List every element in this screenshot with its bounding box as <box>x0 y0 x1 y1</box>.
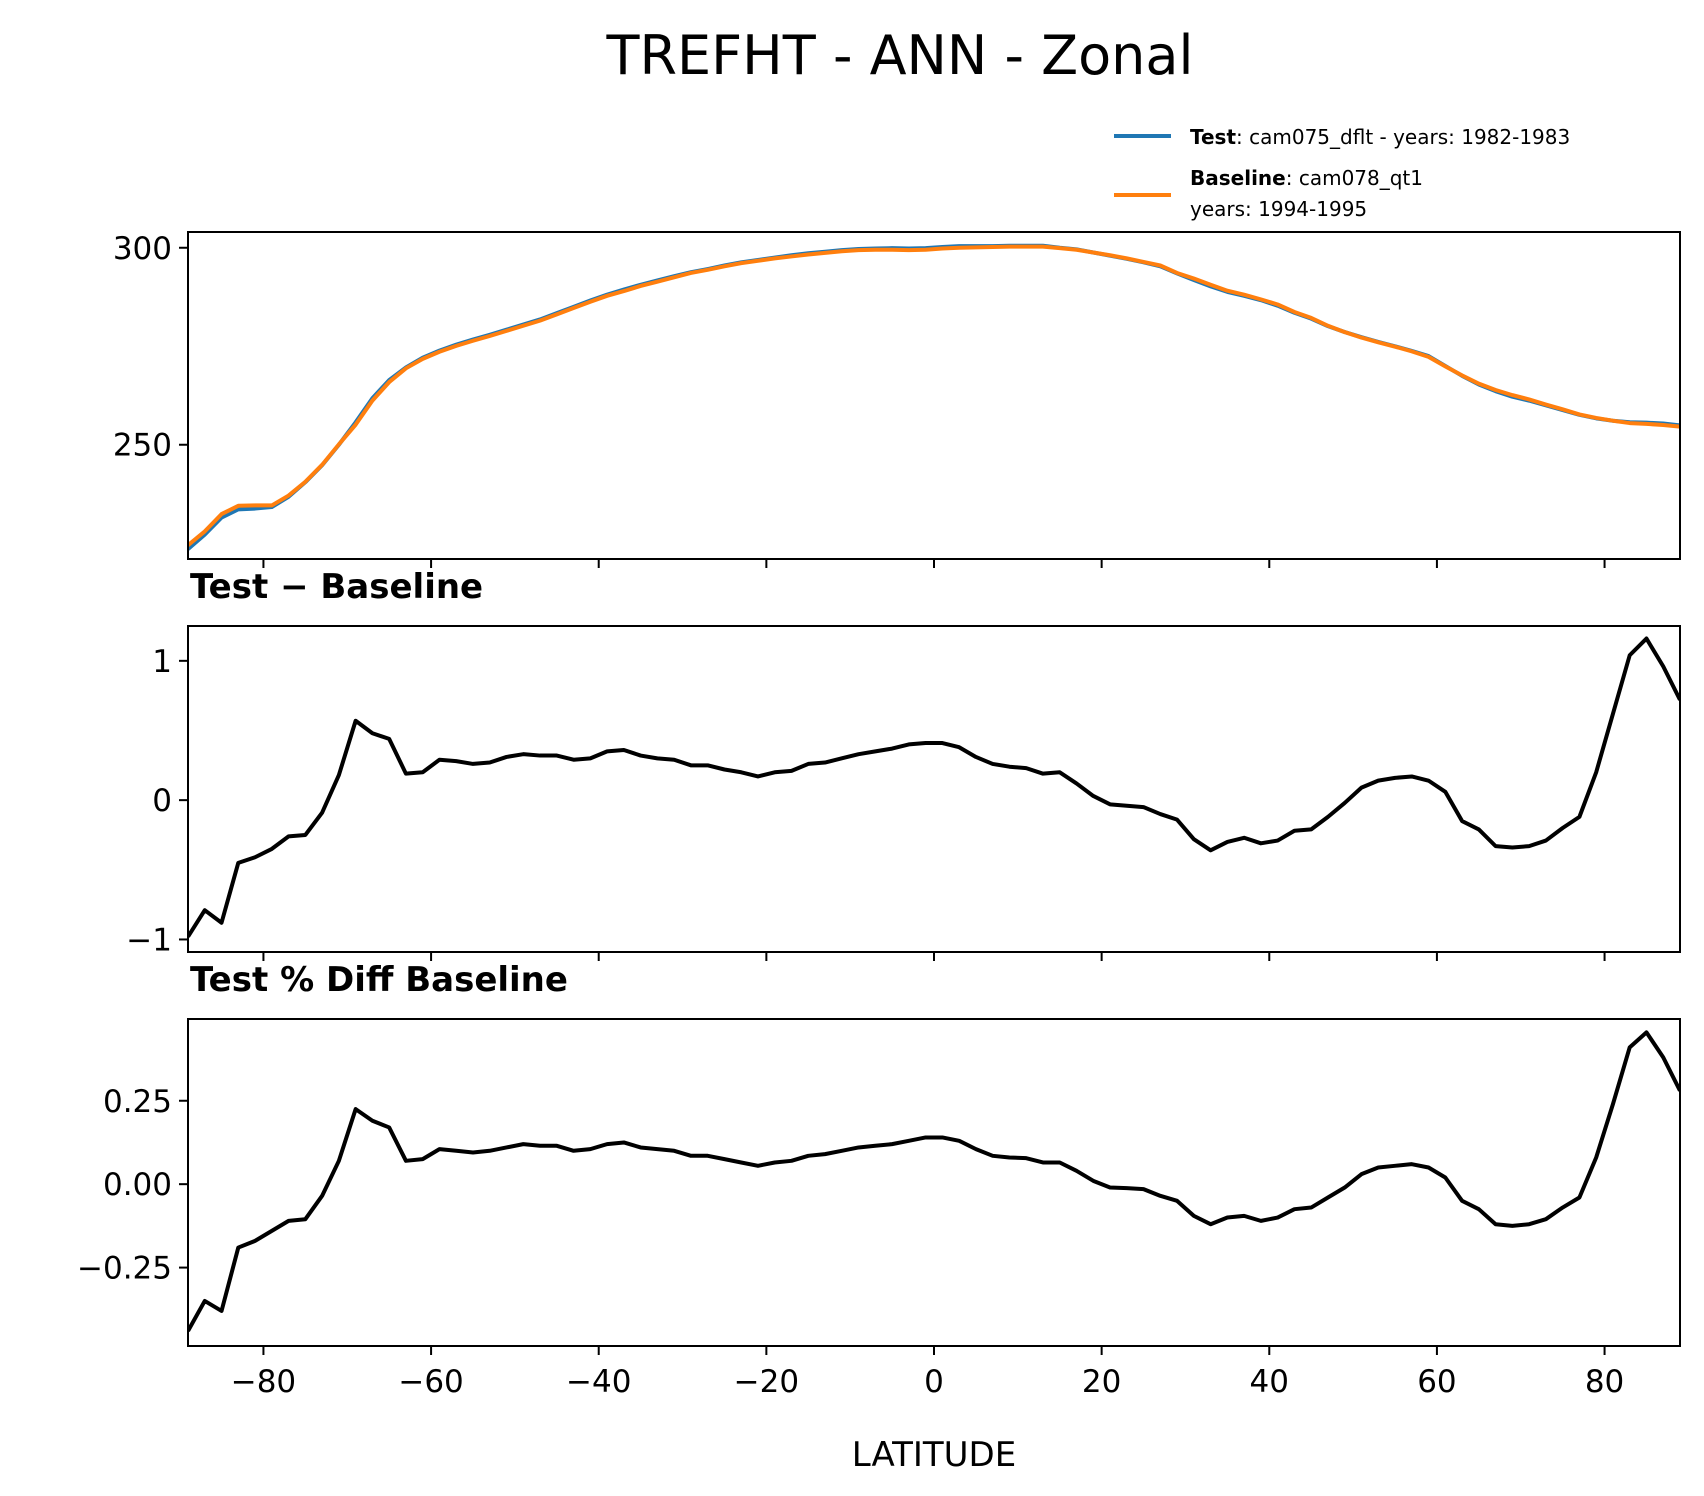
legend-baseline-bold: Baseline <box>1190 166 1286 190</box>
series-line-0-1 <box>188 244 1680 547</box>
x-tick-label: −80 <box>231 1364 296 1400</box>
series-line-2-0 <box>188 1030 1680 1332</box>
legend-test-text: : cam075_dflt - years: 1982-1983 <box>1236 125 1570 149</box>
panel-pctdiff-title: Test % Diff Baseline <box>190 960 568 1000</box>
legend-baseline-text: : cam078_qt1 <box>1286 166 1423 190</box>
y-tick-label: 0.00 <box>103 1167 172 1203</box>
legend: Test: cam075_dflt - years: 1982-1983 Bas… <box>1114 125 1570 221</box>
x-tick-label: −40 <box>566 1364 631 1400</box>
legend-entry-baseline: Baseline: cam078_qt1 <box>1190 166 1423 190</box>
panel-trefht: 250 300 <box>113 231 1681 568</box>
legend-test-bold: Test <box>1190 125 1236 149</box>
x-tick-label: 60 <box>1417 1364 1456 1400</box>
x-axis-label: LATITUDE <box>852 1435 1016 1475</box>
y-tick-label: 250 <box>113 428 172 464</box>
x-tick-label: 40 <box>1250 1364 1289 1400</box>
series-line-1-0 <box>188 636 1680 938</box>
axes-frame <box>187 625 1681 953</box>
x-tick-label: 80 <box>1585 1364 1624 1400</box>
axes-frame <box>187 1018 1681 1347</box>
legend-entry-test: Test: cam075_dflt - years: 1982-1983 <box>1190 125 1570 149</box>
y-tick-label: 1 <box>152 644 172 680</box>
y-tick-label: −0.25 <box>77 1251 172 1287</box>
legend-baseline-text2: years: 1994-1995 <box>1190 197 1367 221</box>
panel-pctdiff: −0.25 0.00 0.25 −80 −60 −40 −20 0 20 40 60 80 <box>77 1018 1681 1400</box>
x-tick-label: −20 <box>734 1364 799 1400</box>
y-tick-label: 0 <box>152 783 172 819</box>
panel-diff: −1 0 1 <box>126 625 1681 961</box>
y-tick-label: −1 <box>126 922 172 958</box>
figure-title: TREFHT - ANN - Zonal <box>606 24 1194 87</box>
x-tick-label: −60 <box>398 1364 463 1400</box>
x-tick-label: 20 <box>1082 1364 1121 1400</box>
panel-diff-title: Test − Baseline <box>190 567 483 607</box>
y-tick-label: 0.25 <box>103 1084 172 1120</box>
axes-frame <box>187 231 1681 560</box>
y-tick-label: 300 <box>113 231 172 267</box>
series-line-0-0 <box>188 243 1680 551</box>
x-tick-label: 0 <box>924 1364 944 1400</box>
